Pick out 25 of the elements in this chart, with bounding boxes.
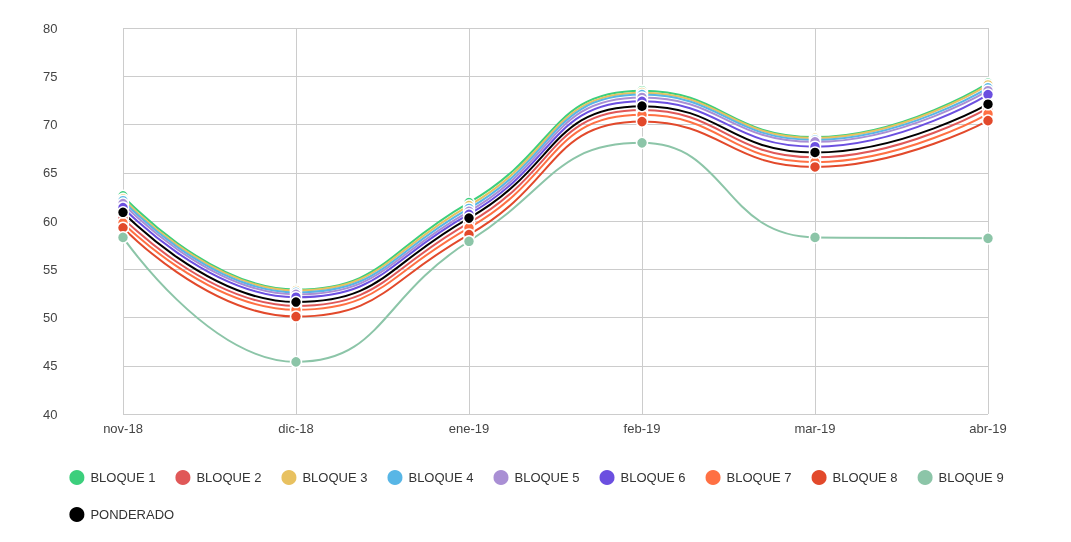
legend-label: BLOQUE 3 (302, 470, 368, 485)
x-tick-label: feb-19 (623, 421, 661, 436)
x-tick-label: nov-18 (103, 421, 143, 436)
y-tick-label: 55 (43, 261, 58, 277)
y-tick-label: 40 (43, 406, 58, 422)
legend-label: BLOQUE 8 (832, 470, 898, 485)
y-tick-label: 70 (43, 117, 58, 132)
x-tick-label: abr-19 (969, 421, 1007, 436)
legend-label: BLOQUE 1 (90, 470, 156, 485)
legend-label: BLOQUE 4 (408, 470, 474, 485)
y-tick-label: 45 (43, 358, 58, 374)
x-tick-label: ene-19 (448, 421, 490, 436)
legend-label: BLOQUE 7 (726, 470, 792, 485)
legend-label: BLOQUE 9 (938, 470, 1004, 485)
x-tick-label: mar-19 (794, 421, 836, 436)
y-tick-label: 60 (43, 213, 58, 229)
legend-label: PONDERADO (90, 507, 175, 522)
legend-label: BLOQUE 2 (196, 470, 262, 485)
y-tick-label: 65 (43, 165, 58, 181)
y-tick-label: 80 (43, 20, 58, 36)
x-tick-label: dic-18 (278, 421, 314, 436)
y-tick-label: 75 (43, 68, 58, 84)
legend-label: BLOQUE 6 (620, 470, 686, 485)
legend-label: BLOQUE 5 (514, 470, 580, 485)
y-tick-label: 50 (43, 310, 58, 325)
